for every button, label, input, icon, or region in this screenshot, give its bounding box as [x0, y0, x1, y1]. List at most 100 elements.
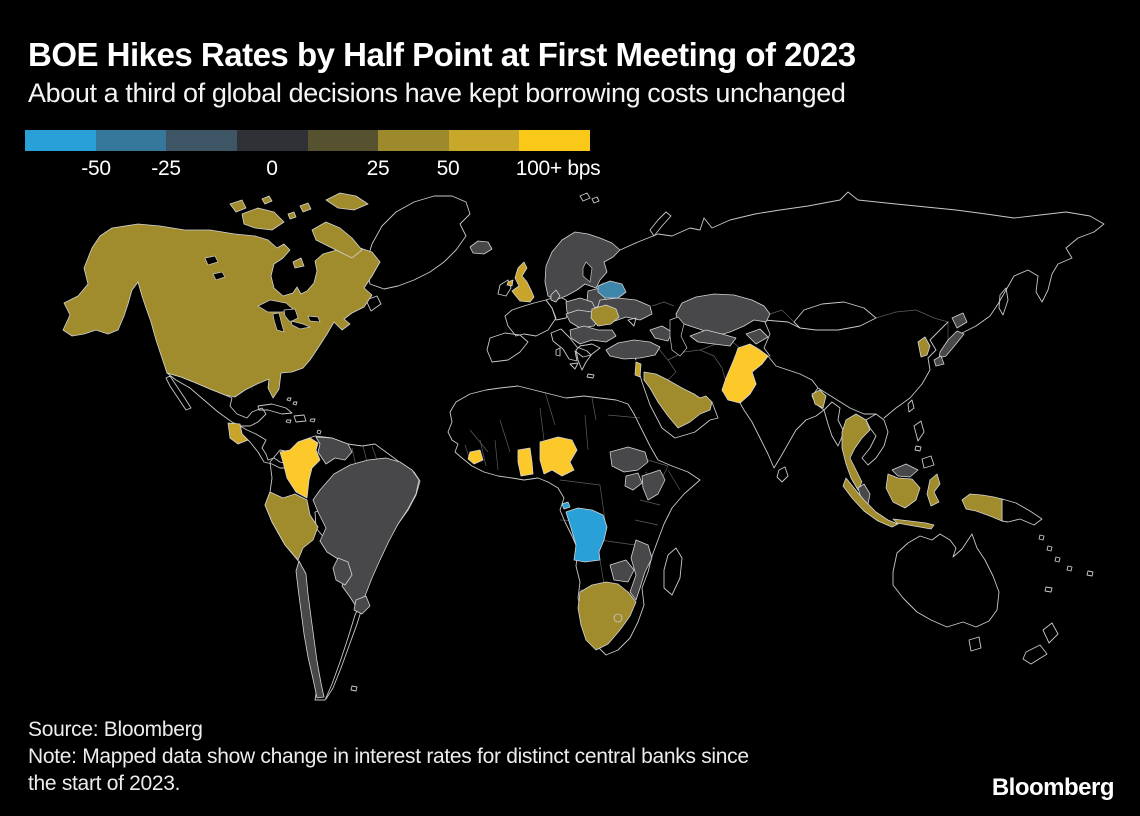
legend-label: 100+ bps — [515, 157, 601, 180]
footer-notes: Source: Bloomberg Note: Mapped data show… — [28, 716, 749, 797]
country-israel — [634, 361, 642, 378]
legend-label: 50 — [436, 157, 460, 180]
country-colombia — [279, 437, 321, 499]
legend-segment-hike-100-plus — [519, 130, 590, 151]
country-belarus — [597, 280, 627, 299]
country-philippines — [913, 420, 935, 469]
page-subtitle: About a third of global decisions have k… — [28, 78, 846, 108]
country-iceland — [469, 240, 493, 255]
country-south-africa — [577, 581, 637, 651]
source-line: Source: Bloomberg — [28, 718, 203, 741]
legend-label: 25 — [366, 157, 390, 180]
legend-segment-cut-25-50 — [95, 130, 167, 151]
sicily-sardinia — [555, 347, 579, 370]
country-france — [504, 299, 557, 337]
country-myanmar — [823, 401, 845, 447]
country-mongolia — [793, 301, 877, 331]
guyanas-borders — [351, 445, 378, 467]
falkland-islands — [350, 685, 358, 692]
africa-coast — [447, 385, 701, 656]
country-south-sudan — [609, 446, 649, 473]
country-ghana — [517, 447, 534, 477]
note-line-1: Note: Mapped data show change in interes… — [28, 745, 749, 768]
country-angola — [561, 501, 608, 563]
country-japan-hokkaido — [951, 312, 968, 329]
country-indonesia-sumatra — [842, 477, 899, 528]
great-slave-lake — [212, 271, 226, 281]
legend-label: -25 — [151, 157, 181, 180]
tasmania — [968, 636, 982, 652]
jamaica — [285, 419, 292, 424]
country-kazakhstan — [675, 293, 771, 337]
legend-segment-hike-0-25 — [307, 130, 379, 151]
great-bear-lake — [204, 255, 219, 266]
country-png — [1001, 498, 1043, 526]
country-romania — [590, 304, 620, 327]
arctic-islands — [229, 192, 369, 269]
country-balkans — [569, 325, 617, 345]
country-taiwan — [907, 399, 915, 413]
country-sierra-leone — [467, 449, 484, 465]
legend-segment-hike-50-100 — [448, 130, 520, 151]
country-saudi-arabia — [643, 371, 713, 429]
country-caucasus — [649, 325, 673, 342]
legend-color-scale — [25, 130, 590, 151]
gulf-of-bothnia — [582, 261, 593, 283]
country-zimbabwe — [609, 559, 635, 583]
legend-label: -50 — [81, 157, 111, 180]
country-malaysia-borneo — [891, 463, 919, 478]
country-sri-lanka — [776, 466, 789, 483]
legend-tick-labels: -50 -25 0 25 50 100+ bps — [0, 157, 700, 185]
country-pakistan — [721, 343, 769, 404]
country-guatemala — [227, 422, 249, 445]
country-venezuela — [315, 436, 353, 465]
lake-ontario — [307, 315, 321, 323]
novaya-zemlya — [649, 211, 672, 237]
country-japan-kyushu — [933, 355, 945, 367]
country-canada-us — [62, 223, 381, 399]
country-chile — [295, 560, 325, 699]
country-united-kingdom — [511, 261, 535, 303]
country-uganda — [624, 472, 643, 491]
country-kenya — [641, 469, 666, 501]
caspian-sea — [669, 316, 688, 357]
country-scandinavia — [544, 231, 621, 301]
country-china — [763, 319, 949, 419]
newfoundland — [365, 295, 382, 312]
bloomberg-logo: Bloomberg — [991, 774, 1115, 801]
indochina — [861, 413, 889, 466]
puerto-rico — [309, 418, 316, 423]
new-zealand — [1022, 622, 1059, 665]
baja-california — [165, 375, 192, 411]
country-south-korea — [917, 336, 931, 358]
country-cuba — [257, 403, 293, 415]
country-denmark — [550, 289, 561, 303]
country-peru — [264, 491, 319, 561]
country-greece — [575, 343, 601, 379]
northern-ireland — [506, 279, 514, 287]
country-mozambique — [629, 539, 653, 601]
crimea — [627, 317, 637, 327]
legend-label: 0 — [266, 157, 278, 180]
country-madagascar — [663, 547, 683, 596]
country-uzbekistan — [689, 329, 737, 347]
sakhalin — [998, 287, 1009, 316]
legend-segment-cut-0-25 — [166, 130, 237, 151]
svalbard — [579, 192, 600, 204]
country-italy — [550, 328, 592, 362]
country-uruguay — [353, 595, 371, 615]
hispaniola — [293, 414, 307, 423]
map-water-overlays — [204, 255, 688, 357]
country-indonesia-java — [892, 518, 935, 530]
country-indonesia-kalimantan — [885, 473, 921, 509]
lake-huron — [283, 308, 299, 323]
bahamas — [286, 397, 298, 406]
country-greenland — [365, 195, 471, 290]
country-thailand — [841, 413, 871, 491]
country-bangladesh — [811, 389, 827, 409]
note-line-2: the start of 2023. — [28, 772, 181, 795]
country-paraguay — [332, 557, 353, 586]
lake-michigan — [272, 312, 285, 333]
